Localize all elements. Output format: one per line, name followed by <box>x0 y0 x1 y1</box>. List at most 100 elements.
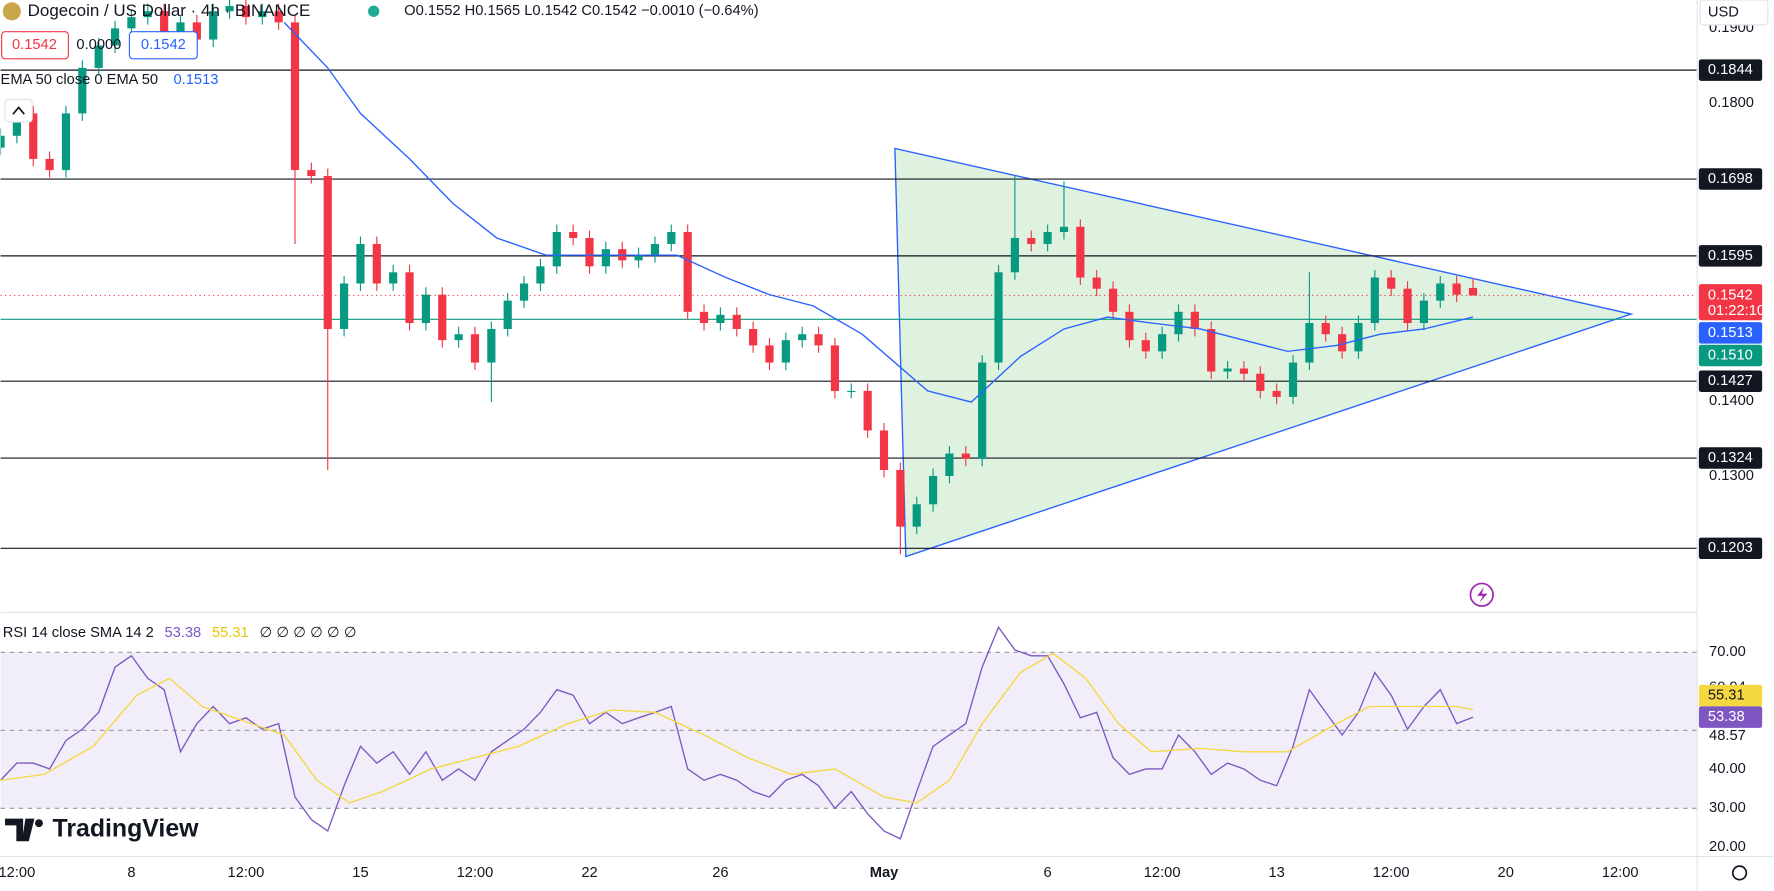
candle-body <box>1321 323 1330 335</box>
candle-body <box>1027 237 1036 244</box>
candle-body <box>781 340 790 363</box>
sell-price: 0.1542 <box>12 37 57 53</box>
candle-body <box>372 243 381 284</box>
candle-body <box>1256 373 1265 391</box>
candle-body <box>994 272 1003 363</box>
candle-body <box>29 113 38 159</box>
candle-body <box>569 232 578 238</box>
candle-body <box>879 430 889 470</box>
candle-body <box>1092 277 1101 289</box>
last-price-badge <box>1698 284 1763 321</box>
support-price-badge <box>1698 344 1763 367</box>
x-tick-label: 22 <box>581 865 597 881</box>
candle-body <box>1141 340 1150 352</box>
candle-body <box>1239 368 1249 374</box>
rsi-na-values: ∅ ∅ ∅ ∅ ∅ ∅ <box>259 625 356 641</box>
candle-body <box>961 453 970 459</box>
candle-body <box>143 11 152 18</box>
rsi-pane <box>0 625 1697 840</box>
rsi-value: 53.38 <box>164 625 201 641</box>
ema-value: 0.1513 <box>174 72 219 88</box>
collapse-button[interactable] <box>4 98 33 123</box>
rsi-sma-line <box>0 652 1474 804</box>
level-label-badge <box>1698 447 1763 469</box>
candle-body <box>863 390 872 431</box>
level-label: 0.1698 <box>1708 171 1753 187</box>
x-tick-label: 26 <box>712 865 728 881</box>
market-status[interactable] <box>368 5 380 17</box>
level-label: 0.1595 <box>1708 248 1753 264</box>
x-tick-label: 12:00 <box>1373 865 1410 881</box>
candle-body <box>552 232 561 267</box>
candle-body <box>798 334 807 341</box>
candle-body <box>765 345 774 363</box>
candle-body <box>1354 323 1363 352</box>
logo-dot <box>35 819 43 828</box>
candle-body <box>601 249 610 267</box>
candle-body <box>192 22 201 40</box>
currency-button[interactable] <box>1699 0 1769 26</box>
collapse-icon <box>12 106 25 115</box>
candle-body <box>274 11 283 23</box>
symbol: Dogecoin / US Dollar · 4h · BINANCE <box>28 1 311 20</box>
sell-box[interactable] <box>1 31 69 60</box>
level-label: 0.1203 <box>1708 540 1753 556</box>
candle-body <box>699 311 709 324</box>
candle-body <box>421 294 430 324</box>
candle-body <box>1207 328 1216 372</box>
rsi-tick-label: 20.00 <box>1709 839 1746 855</box>
support-price: 0.1510 <box>1708 347 1753 363</box>
level-label-badge <box>1698 59 1763 81</box>
spread: 0.0000 <box>76 37 121 53</box>
candle-body <box>487 328 496 363</box>
candle-body <box>356 243 365 284</box>
rsi-tick-label: 48.57 <box>1709 728 1746 744</box>
level-label-badge <box>1698 168 1763 190</box>
buy-price: 0.1542 <box>141 37 186 53</box>
x-tick-label: 12:00 <box>457 865 494 881</box>
candle-body <box>716 314 725 324</box>
level-label: 0.1427 <box>1708 373 1753 389</box>
level-label-badge <box>1698 537 1763 560</box>
level-label: 0.1324 <box>1708 450 1753 466</box>
logo-mark <box>5 818 35 842</box>
buy-box[interactable] <box>128 31 198 60</box>
candle-body <box>61 113 71 171</box>
candle-body <box>945 453 954 476</box>
candle-body <box>323 176 332 329</box>
candle-body <box>683 232 692 312</box>
candle-body <box>12 113 21 136</box>
y-tick-label: 0.1300 <box>1709 468 1754 484</box>
ema-line <box>283 21 1474 403</box>
candle-body <box>1223 368 1232 372</box>
candle-body <box>1436 283 1445 301</box>
x-tick-label: 12:00 <box>1144 865 1181 881</box>
candle-body <box>340 283 349 329</box>
last-price: 0.1542 <box>1708 287 1753 303</box>
candle-body <box>1288 362 1298 397</box>
candle-body <box>1174 311 1183 335</box>
x-tick-label: 13 <box>1268 865 1284 881</box>
candle-body <box>1190 311 1199 329</box>
level-label-badge <box>1698 370 1763 392</box>
settings-icon[interactable] <box>1731 865 1748 881</box>
candle-body <box>290 22 300 171</box>
candle-body <box>94 45 103 68</box>
candle-body <box>1305 323 1314 363</box>
y-tick-label: 0.1800 <box>1709 95 1754 111</box>
candle-body <box>830 345 840 391</box>
rsi-line <box>0 625 1474 840</box>
alert-bolt <box>1477 586 1488 603</box>
rsi-tick-label: 30.00 <box>1709 800 1746 816</box>
candle-body <box>1108 288 1118 312</box>
level-label: 0.1844 <box>1708 62 1753 78</box>
currency: USD <box>1708 4 1739 20</box>
candle-body <box>749 328 758 346</box>
candle-body <box>536 266 545 284</box>
rsi-tick-label: 70.00 <box>1709 644 1746 660</box>
candle-body <box>912 504 921 527</box>
candle-body <box>209 11 218 40</box>
candle-body <box>225 5 234 12</box>
